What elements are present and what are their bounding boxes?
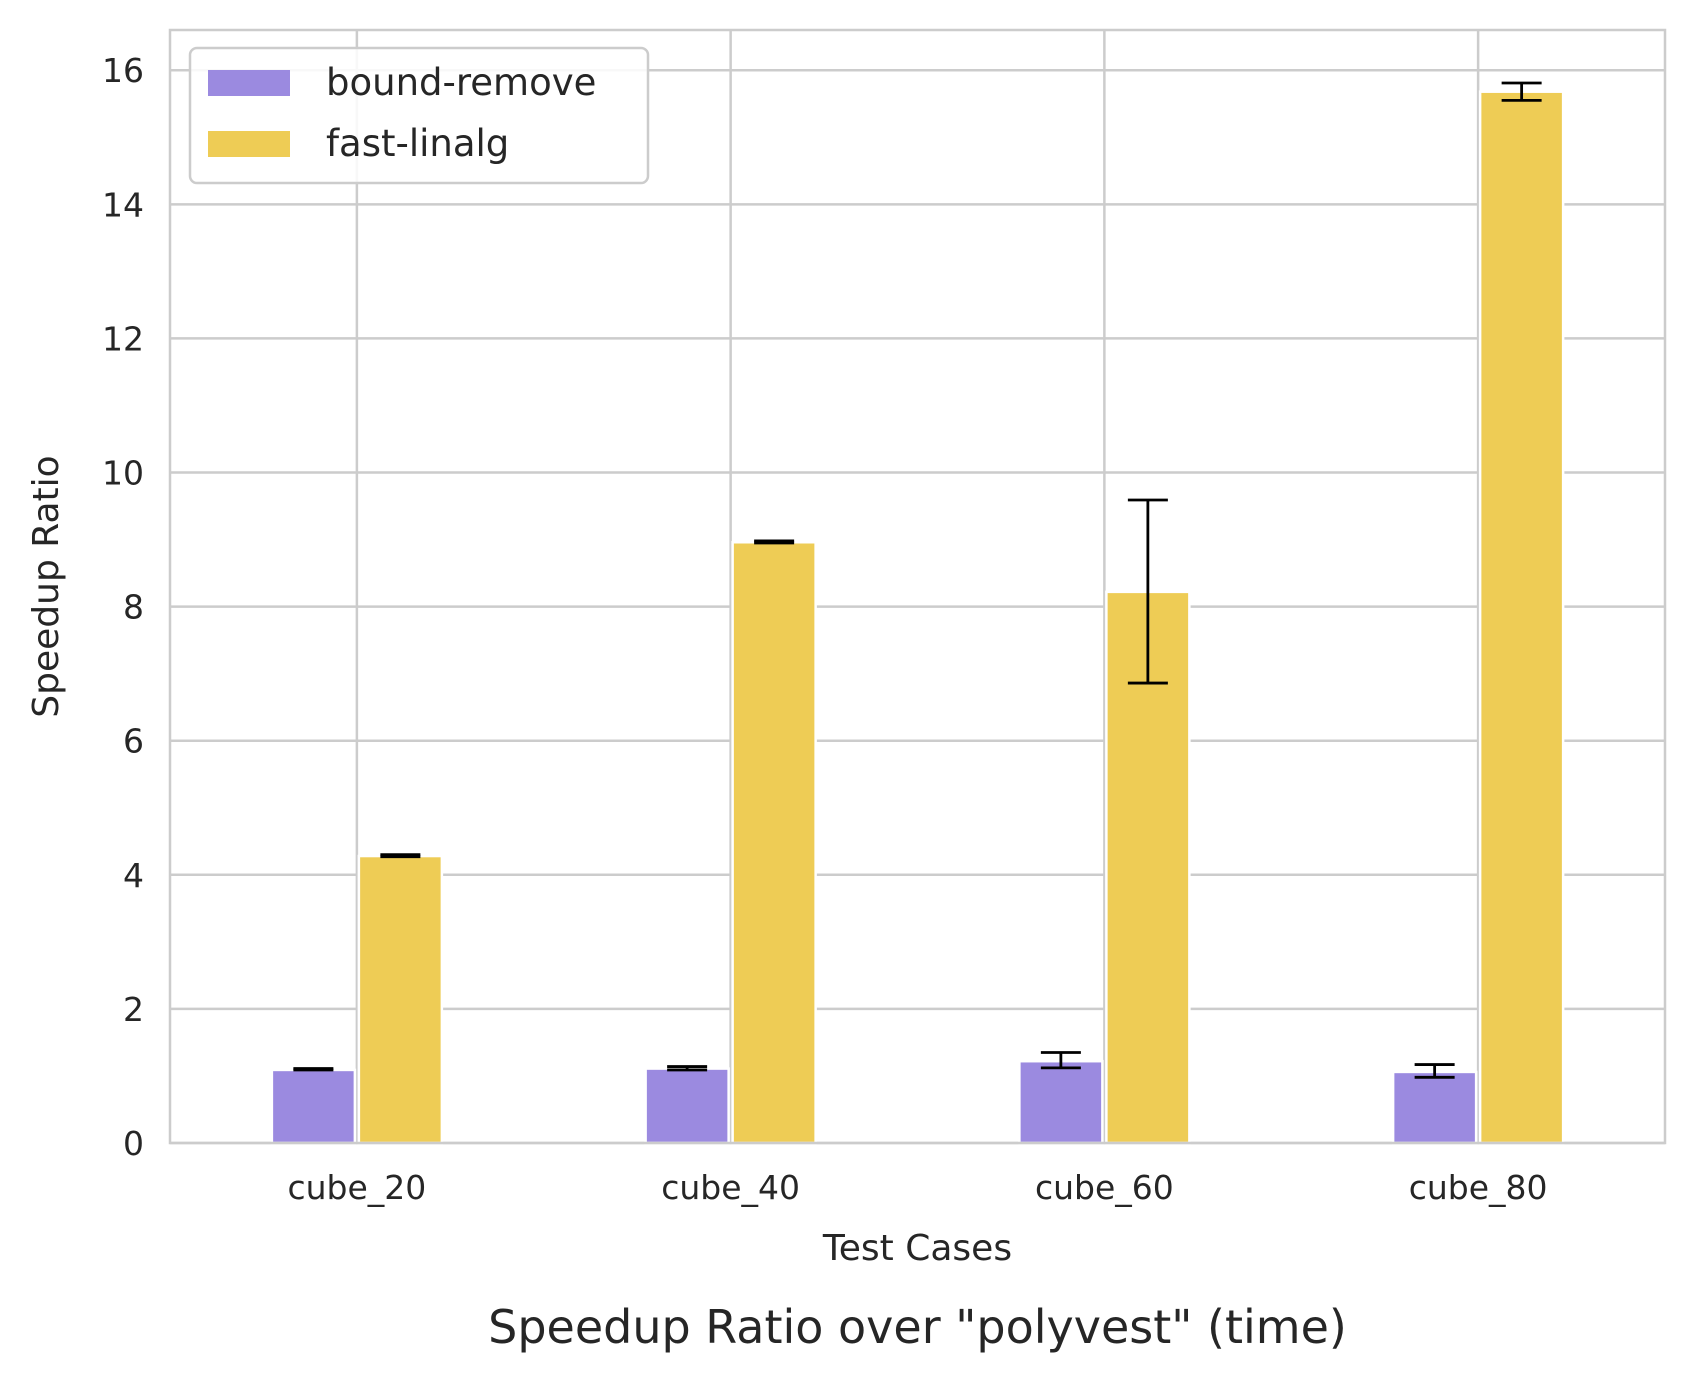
bar-fast-linalg-cube_40 [731, 540, 817, 1145]
y-axis-label: Speedup Ratio [26, 455, 67, 717]
y-tick-label: 6 [123, 722, 144, 761]
bar-fast-linalg-cube_20 [357, 854, 444, 1145]
y-tick-label: 8 [123, 588, 144, 627]
figure-caption: Speedup Ratio over "polyvest" (time) [488, 1300, 1347, 1354]
x-axis-label: Test Cases [822, 1228, 1012, 1269]
legend: bound-remove fast-linalg [188, 46, 650, 185]
error-bar-bound-remove-cube_20 [293, 1067, 334, 1072]
error-bar-fast-linalg-cube_60 [1127, 498, 1168, 685]
y-tick-label: 12 [102, 319, 144, 358]
x-tick-labels: cube_20 cube_40 cube_60 cube_80 [287, 1168, 1547, 1207]
bar-bound-remove-cube_80 [1391, 1070, 1478, 1145]
x-tick-label: cube_60 [1035, 1168, 1174, 1207]
bar-bound-remove-cube_60 [1018, 1059, 1104, 1145]
y-tick-label: 10 [102, 454, 144, 493]
bar-fast-linalg-cube_80 [1478, 90, 1565, 1145]
legend-swatch-bound-remove [208, 70, 290, 96]
y-tick-label: 4 [123, 856, 144, 895]
bars [270, 90, 1565, 1145]
error-bar-fast-linalg-cube_20 [380, 853, 421, 859]
x-tick-label: cube_40 [661, 1168, 800, 1207]
error-bar-bound-remove-cube_60 [1040, 1051, 1081, 1070]
x-tick-label: cube_80 [1409, 1168, 1548, 1207]
y-tick-label: 0 [123, 1124, 144, 1163]
y-tick-labels: 0 2 4 6 8 10 12 14 16 [102, 51, 144, 1163]
plot-frame [168, 28, 1667, 1145]
error-bar-bound-remove-cube_40 [667, 1065, 708, 1072]
y-tick-label: 16 [102, 51, 144, 90]
legend-label-fast-linalg: fast-linalg [326, 122, 509, 165]
error-bar-fast-linalg-cube_40 [754, 539, 795, 545]
bar-bound-remove-cube_40 [644, 1067, 730, 1145]
error-bars [293, 81, 1542, 1079]
error-bar-fast-linalg-cube_80 [1501, 81, 1542, 102]
y-tick-label: 14 [102, 185, 144, 224]
x-tick-label: cube_20 [287, 1168, 426, 1207]
legend-label-bound-remove: bound-remove [326, 61, 596, 104]
bar-fast-linalg-cube_60 [1105, 590, 1191, 1145]
legend-box [188, 46, 650, 185]
y-tick-label: 2 [123, 990, 144, 1029]
error-bar-bound-remove-cube_80 [1414, 1063, 1455, 1079]
bar-bound-remove-cube_20 [270, 1068, 357, 1145]
legend-swatch-fast-linalg [208, 131, 290, 157]
